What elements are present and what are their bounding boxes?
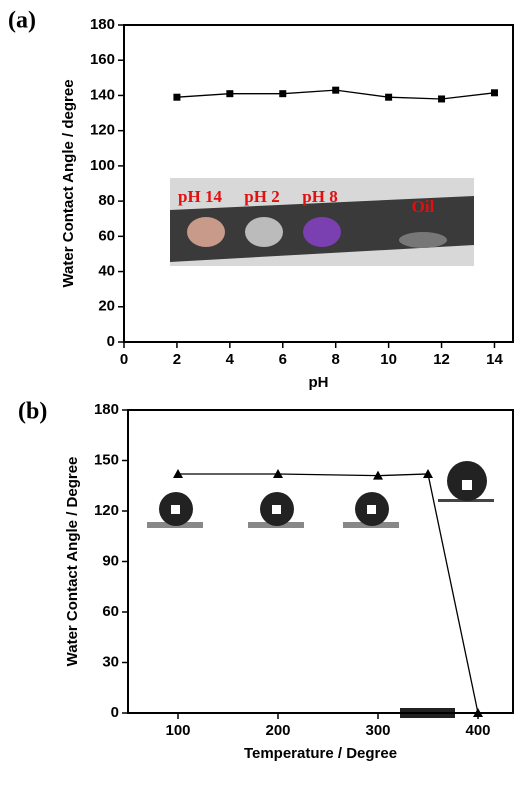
point	[332, 87, 339, 94]
x-tick-label: 6	[279, 351, 287, 368]
y-tick-label: 60	[98, 227, 115, 244]
droplet-images	[147, 461, 494, 718]
point	[385, 94, 392, 101]
y-tick-label: 160	[90, 51, 115, 68]
x-tick-label: 200	[265, 722, 290, 739]
y-tick-label: 100	[90, 157, 115, 174]
x-axis-title: pH	[309, 374, 329, 391]
y-tick-label: 0	[111, 704, 119, 721]
point	[173, 94, 180, 101]
x-tick-label: 100	[165, 722, 190, 739]
photo-label: pH 2	[244, 187, 279, 206]
y-tick-label: 80	[98, 192, 115, 209]
y-tick-label: 0	[107, 333, 115, 350]
y-tick-label: 150	[94, 451, 119, 468]
x-tick-label: 14	[486, 351, 503, 368]
series-line	[178, 474, 478, 713]
x-tick-label: 10	[380, 351, 397, 368]
y-tick-label: 120	[90, 122, 115, 139]
photo-label: pH 8	[302, 187, 337, 206]
plot-frame	[128, 410, 513, 713]
y-axis-title: Water Contact Angle / degree	[60, 79, 77, 287]
y-tick-label: 30	[102, 653, 119, 670]
x-tick-label: 300	[365, 722, 390, 739]
point	[491, 89, 498, 96]
x-tick-label: 2	[173, 351, 181, 368]
point	[279, 90, 286, 97]
y-tick-label: 40	[98, 263, 115, 280]
photo-label: pH 14	[178, 187, 222, 206]
x-axis-title: Temperature / Degree	[244, 745, 397, 762]
x-tick-label: 8	[332, 351, 340, 368]
y-tick-label: 180	[94, 401, 119, 418]
y-axis-title: Water Contact Angle / Degree	[64, 457, 81, 667]
x-tick-label: 12	[433, 351, 450, 368]
y-tick-label: 60	[102, 603, 119, 620]
y-tick-label: 140	[90, 86, 115, 103]
x-tick-label: 0	[120, 351, 128, 368]
panel-label: (a)	[8, 8, 36, 34]
y-tick-label: 20	[98, 298, 115, 315]
y-tick-label: 90	[102, 552, 119, 569]
point	[438, 95, 445, 102]
panel-label: (b)	[18, 399, 47, 425]
point	[226, 90, 233, 97]
figure: (a) pH Water Contact Angle / degree 0 2 4 6 8 10…	[0, 0, 515, 787]
x-tick-label: 4	[226, 351, 235, 368]
y-tick-label: 120	[94, 502, 119, 519]
x-tick-label: 400	[465, 722, 490, 739]
y-tick-label: 180	[90, 16, 115, 33]
photo-label: Oil	[412, 197, 435, 216]
